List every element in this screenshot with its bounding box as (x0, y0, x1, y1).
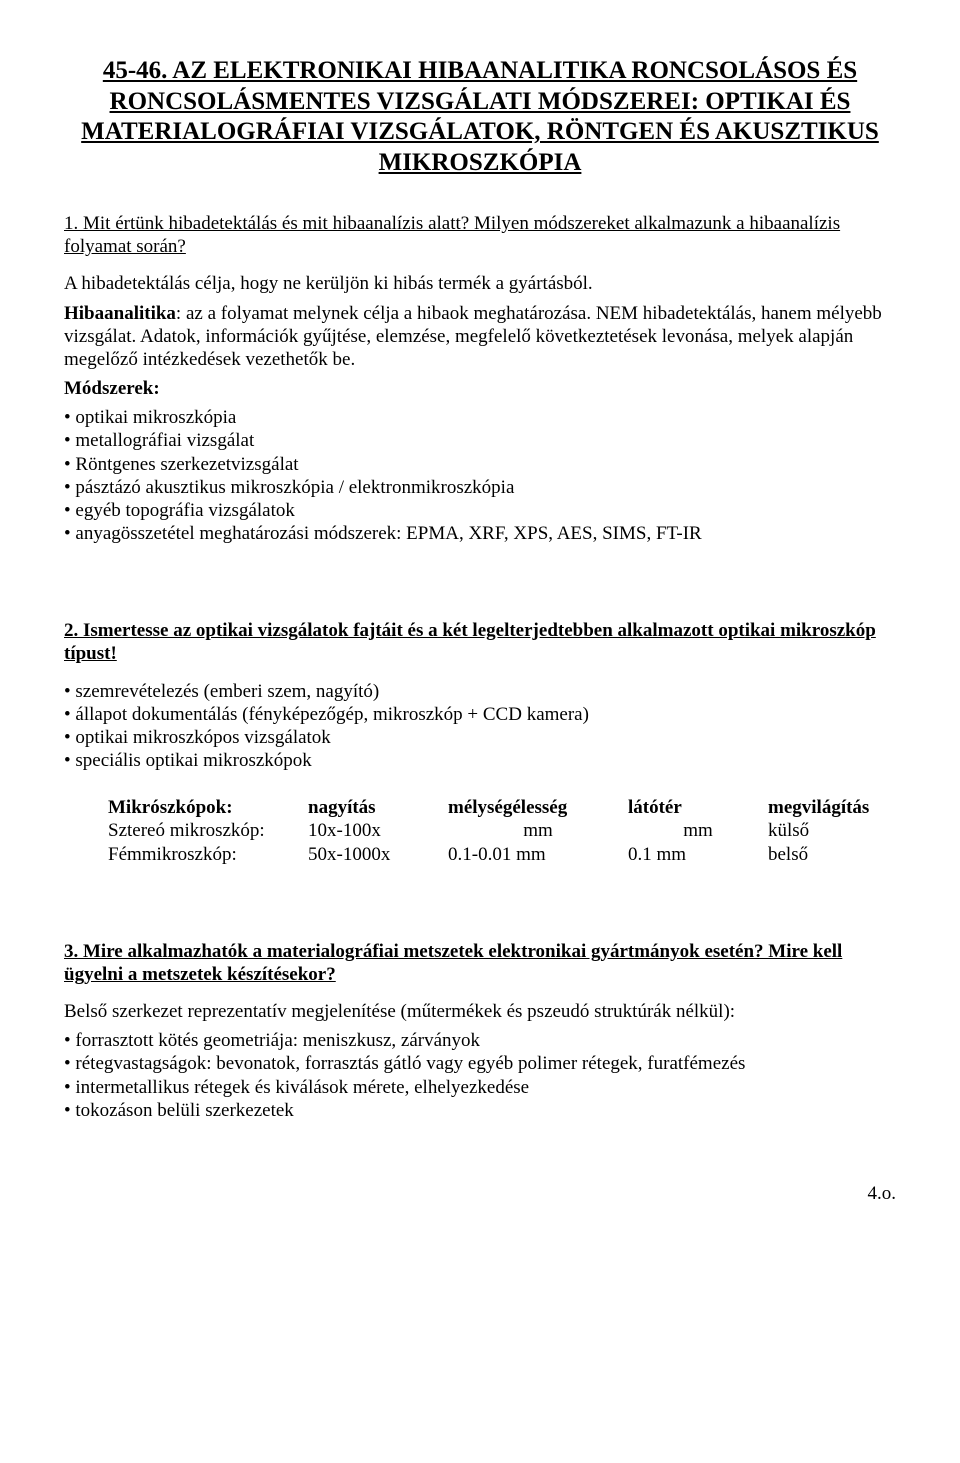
list-item: • anyagösszetétel meghatározási módszere… (64, 522, 896, 545)
list-item: • egyéb topográfia vizsgálatok (64, 499, 896, 522)
table-header-cell: nagyítás (308, 796, 448, 819)
list-item: • pásztázó akusztikus mikroszkópia / ele… (64, 476, 896, 499)
table-cell: mm (628, 819, 768, 842)
table-row: Fémmikroszkóp: 50x-1000x 0.1-0.01 mm 0.1… (108, 843, 896, 866)
table-row: Mikrószkópok: nagyítás mélységélesség lá… (108, 796, 896, 819)
list-item: • optikai mikroszkópos vizsgálatok (64, 726, 896, 749)
list-item: • szemrevételezés (emberi szem, nagyító) (64, 680, 896, 703)
q1-p2: Hibaanalitika: az a folyamat melynek cél… (64, 302, 896, 372)
list-item: • speciális optikai mikroszkópok (64, 749, 896, 772)
list-item: • állapot dokumentálás (fényképezőgép, m… (64, 703, 896, 726)
table-cell: belső (768, 843, 888, 866)
table-header-cell: látótér (628, 796, 768, 819)
list-item: • rétegvastagságok: bevonatok, forrasztá… (64, 1052, 896, 1075)
table-cell: 0.1-0.01 mm (448, 843, 628, 866)
table-row: Sztereó mikroszkóp: 10x-100x mm mm külső (108, 819, 896, 842)
list-item: • tokozáson belüli szerkezetek (64, 1099, 896, 1122)
list-item: • forrasztott kötés geometriája: meniszk… (64, 1029, 896, 1052)
q3-p1: Belső szerkezet reprezentatív megjelenít… (64, 1000, 896, 1023)
table-cell: 0.1 mm (628, 843, 768, 866)
q1-p1: A hibadetektálás célja, hogy ne kerüljön… (64, 272, 896, 295)
q3-heading: 3. Mire alkalmazhatók a materialográfiai… (64, 940, 896, 986)
q3-items-list: • forrasztott kötés geometriája: meniszk… (64, 1029, 896, 1122)
table-cell: 50x-1000x (308, 843, 448, 866)
table-cell: mm (448, 819, 628, 842)
page-title: 45-46. AZ ELEKTRONIKAI HIBAANALITIKA RON… (64, 56, 896, 178)
table-cell: Sztereó mikroszkóp: (108, 819, 308, 842)
table-cell: Fémmikroszkóp: (108, 843, 308, 866)
q1-heading: 1. Mit értünk hibadetektálás és mit hiba… (64, 212, 896, 258)
q1-methods-list: • optikai mikroszkópia • metallográfiai … (64, 406, 896, 545)
microscope-table: Mikrószkópok: nagyítás mélységélesség lá… (108, 796, 896, 866)
list-item: • Röntgenes szerkezetvizsgálat (64, 453, 896, 476)
q1-p2-rest: : az a folyamat melynek célja a hibaok m… (64, 303, 882, 370)
page-number: 4.o. (64, 1182, 896, 1205)
list-item: • optikai mikroszkópia (64, 406, 896, 429)
table-header-cell: megvilágítás (768, 796, 888, 819)
q2-items-list: • szemrevételezés (emberi szem, nagyító)… (64, 680, 896, 773)
table-header-cell: mélységélesség (448, 796, 628, 819)
q1-methods-label: Módszerek: (64, 377, 896, 400)
table-cell: külső (768, 819, 888, 842)
table-header-cell: Mikrószkópok: (108, 796, 308, 819)
list-item: • metallográfiai vizsgálat (64, 429, 896, 452)
q2-heading: 2. Ismertesse az optikai vizsgálatok faj… (64, 619, 896, 665)
list-item: • intermetallikus rétegek és kiválások m… (64, 1076, 896, 1099)
q1-p2-bold: Hibaanalitika (64, 303, 176, 324)
table-cell: 10x-100x (308, 819, 448, 842)
